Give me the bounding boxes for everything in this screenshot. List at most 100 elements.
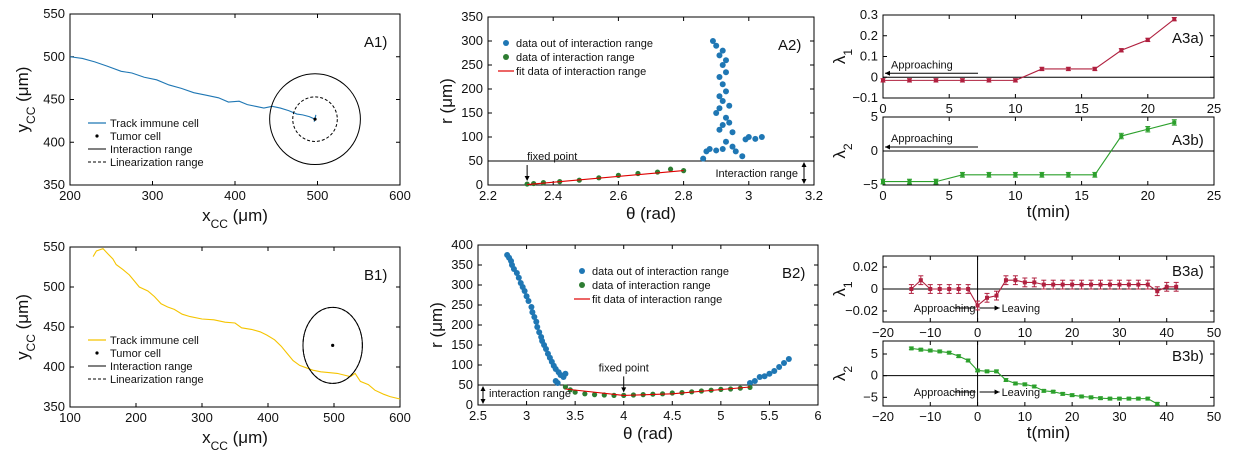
out-of-range-point [543, 346, 549, 352]
y-tick-label: −0.1 [852, 90, 878, 105]
out-of-range-point [745, 134, 752, 140]
panel-label: B1) [364, 267, 387, 284]
out-of-range-point [722, 88, 729, 95]
x-tick-label: −20 [872, 325, 894, 340]
lambda-point [1013, 172, 1018, 177]
panel-label: A1) [364, 34, 387, 51]
legend-marker [503, 40, 509, 46]
lambda-point [1079, 282, 1084, 287]
x-tick-label: 100 [59, 410, 81, 425]
x-tick-label: 400 [224, 188, 246, 203]
lambda-point [918, 278, 923, 283]
y-axis-label: yCC (μm) [13, 294, 38, 360]
lambda-point [1174, 284, 1179, 289]
tumor-cell-dot [331, 343, 335, 347]
y-axis-label: r (μm) [437, 78, 456, 124]
lambda-point [1003, 378, 1008, 382]
in-range-point [562, 384, 569, 390]
panel-label: A3b) [1172, 132, 1204, 149]
lambda-point [956, 287, 961, 291]
linearization-range-circle [292, 96, 338, 142]
x-tick-label: 10 [1018, 409, 1032, 424]
lambda-point [1003, 278, 1008, 283]
x-tick-label: 3 [523, 408, 530, 423]
legend-entry: fit data of interaction range [516, 66, 646, 78]
out-of-range-point [716, 52, 723, 59]
lambda-point [1060, 282, 1065, 287]
arrowhead [885, 144, 890, 150]
lambda-point [1164, 284, 1169, 289]
lambda-point [985, 369, 990, 374]
y-tick-label: 400 [451, 237, 473, 252]
lambda-point [966, 358, 971, 363]
lambda-point [1172, 17, 1177, 22]
y-tick-label: 0.2 [860, 28, 878, 43]
lambda-point [985, 295, 990, 300]
out-of-range-point [523, 293, 530, 300]
out-of-range-point [716, 93, 723, 100]
lambda-point [1066, 172, 1071, 177]
lambda-point [1136, 396, 1141, 401]
lambda-point [1051, 282, 1056, 287]
lambda-point [1013, 278, 1018, 283]
approaching-label: Approaching [891, 59, 953, 71]
y-tick-label: 450 [43, 92, 65, 107]
lambda-point [937, 349, 942, 354]
lambda-point [1145, 282, 1150, 287]
y-tick-label: 300 [451, 277, 473, 292]
legend-entry: Track immune cell [110, 118, 199, 130]
x-tick-label: 600 [389, 188, 411, 203]
lambda-point [1126, 282, 1131, 287]
x-tick-label: 4.5 [663, 408, 681, 423]
lambda-point [1089, 395, 1094, 400]
interaction-range-circle [269, 73, 361, 166]
in-range-point [591, 392, 598, 398]
y-tick-label: 150 [461, 105, 483, 120]
x-axis-label: t(min) [1027, 202, 1070, 221]
lambda-point [1070, 393, 1075, 398]
lambda-point [1117, 282, 1122, 287]
arrowhead [994, 305, 1000, 311]
x-tick-label: 500 [323, 410, 345, 425]
y-axis-label-sub: CC [24, 106, 38, 124]
arrowhead [885, 70, 890, 76]
out-of-range-point [761, 373, 768, 380]
x-tick-label: 5 [946, 101, 953, 116]
lambda-point [928, 287, 933, 291]
fixed-point-arrowhead [524, 176, 530, 182]
out-of-range-point [732, 148, 739, 155]
lambda-point [1145, 127, 1150, 132]
lambda-point [909, 346, 914, 351]
out-of-range-point [713, 42, 720, 49]
y-tick-label: 200 [461, 81, 483, 96]
lambda-point [907, 179, 912, 184]
y-tick-label: −5 [863, 389, 878, 404]
x-tick-label: 10 [1008, 188, 1022, 203]
out-of-range-point [719, 98, 726, 104]
y-tick-label: 0 [871, 281, 878, 296]
out-of-range-point [521, 288, 528, 294]
y-axis-label: λ2 [830, 366, 855, 382]
lambda-point [994, 369, 999, 374]
x-tick-label: 10 [1018, 325, 1032, 340]
lambda-point [933, 78, 938, 83]
leaving-label: Leaving [1002, 303, 1041, 315]
out-of-range-point [528, 304, 535, 310]
y-tick-label: 350 [451, 257, 473, 272]
arrowhead [480, 386, 486, 391]
lambda-point [975, 368, 980, 373]
x-tick-label: −20 [872, 409, 894, 424]
lambda-point [1041, 388, 1046, 393]
out-of-range-point [722, 114, 729, 121]
lambda-point [1136, 282, 1141, 287]
plot-frame [882, 340, 1215, 407]
out-of-range-point [747, 380, 753, 386]
lambda-point [1089, 282, 1094, 287]
lambda-point [1107, 396, 1112, 401]
lambda-point [1041, 282, 1046, 287]
x-tick-label: 25 [1207, 188, 1221, 203]
out-of-range-point [719, 81, 726, 88]
tumor-cell-dot [313, 117, 317, 121]
